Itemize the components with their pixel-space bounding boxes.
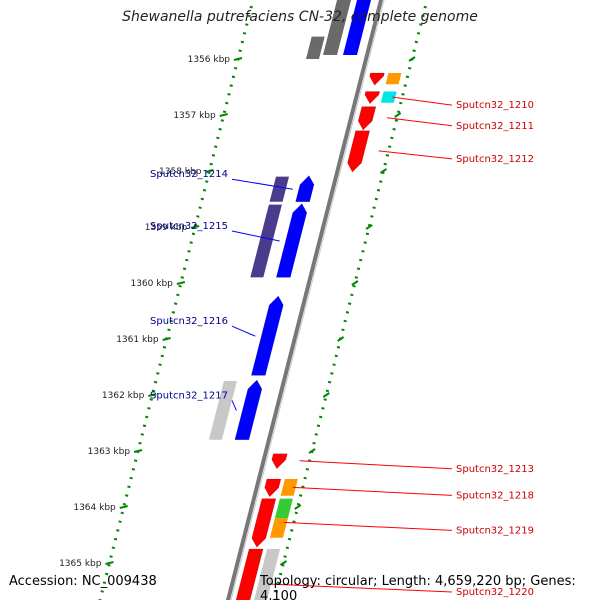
inner-feature-block (280, 479, 298, 496)
kbp-tick-right (394, 112, 402, 118)
gene-arrow (250, 295, 284, 376)
gene-label-connector (378, 150, 453, 160)
gene-arrow (275, 203, 308, 278)
kbp-tick-right (351, 280, 359, 286)
gene-label: Sputcn32_1210 (456, 100, 534, 111)
kbp-tick-label: 1365 kbp (59, 559, 102, 569)
accession-text: Accession: NC_009438 (9, 574, 157, 589)
kbp-tick (133, 449, 143, 453)
kbp-tick (190, 225, 200, 229)
kbp-tick-label: 1358 kbp (159, 167, 202, 177)
kbp-tick-label: 1356 kbp (188, 55, 231, 65)
gene-arrow (357, 106, 377, 131)
kbp-tick (233, 57, 243, 61)
inner-feature-block (208, 381, 237, 440)
gene-label: Sputcn32_1215 (150, 221, 228, 232)
gene-arrow (235, 548, 264, 600)
gene-label-connector (283, 521, 453, 531)
kbp-tick-right (279, 560, 288, 566)
gene-label: Sputcn32_1218 (456, 490, 534, 501)
backbone-highlight (230, 0, 385, 600)
kbp-tick-right (408, 56, 416, 62)
gc-guide-left (98, 0, 255, 600)
gene-label: Sputcn32_1214 (150, 169, 228, 180)
kbp-tick (205, 169, 214, 173)
gene-label-connector (231, 230, 280, 242)
inner-feature-block (306, 36, 325, 59)
kbp-tick (219, 113, 228, 117)
gene-label: Sputcn32_1216 (150, 316, 228, 327)
inner-feature-block (380, 91, 397, 103)
inner-feature-block (254, 549, 281, 600)
kbp-tick (176, 281, 186, 285)
inner-feature-block (269, 176, 289, 202)
kbp-tick-right (337, 336, 345, 342)
kbp-tick-right (308, 448, 316, 454)
gene-label-connector (299, 460, 453, 470)
kbp-tick-label: 1357 kbp (173, 111, 216, 121)
gene-label: Sputcn32_1211 (456, 121, 534, 132)
gene-label: Sputcn32_1217 (150, 390, 228, 401)
kbp-tick (119, 505, 129, 509)
inner-feature-block (269, 518, 288, 538)
map-title: Shewanella putrefaciens CN-32, complete … (122, 9, 478, 25)
gene-label-connector (231, 400, 237, 411)
kbp-tick-label: 1362 kbp (102, 391, 145, 401)
inner-feature-block (250, 204, 282, 278)
kbp-tick (105, 561, 114, 565)
gc-guide-right (272, 0, 429, 600)
backbone-line (225, 0, 384, 600)
gene-label: Sputcn32_1213 (456, 464, 534, 475)
kbp-tick (162, 337, 171, 341)
gene-label: Sputcn32_1220 (456, 587, 534, 598)
gene-label-connector (231, 178, 293, 190)
gene-arrow (295, 175, 315, 203)
inner-feature-block (323, 0, 352, 55)
gene-label-connector (392, 96, 453, 106)
gene-arrow (251, 498, 277, 548)
gene-arrow (343, 0, 372, 55)
inner-feature-block (274, 498, 293, 519)
kbp-tick-label: 1360 kbp (130, 279, 173, 289)
kbp-tick-right (379, 168, 387, 174)
gene-arrow (271, 453, 288, 470)
kbp-tick-right (294, 504, 302, 510)
gene-arrow (347, 130, 371, 173)
gene-label: Sputcn32_1219 (456, 525, 534, 536)
gene-arrow (234, 379, 263, 441)
kbp-tick-label: 1361 kbp (116, 335, 159, 345)
kbp-tick-label: 1363 kbp (88, 447, 131, 457)
kbp-tick-label: 1359 kbp (145, 223, 188, 233)
gene-arrow (369, 72, 385, 86)
inner-feature-block (385, 73, 402, 85)
gene-label-connector (386, 117, 453, 127)
gene-label: Sputcn32_1212 (456, 154, 534, 165)
kbp-tick-label: 1364 kbp (73, 503, 116, 513)
kbp-tick-right (365, 224, 373, 230)
gene-arrow (264, 478, 282, 498)
gene-label-connector (268, 583, 453, 593)
kbp-tick (148, 393, 157, 397)
kbp-tick-right (322, 392, 330, 398)
genome-summary-text: Topology: circular; Length: 4,659,220 bp… (260, 574, 576, 600)
gene-label-connector (231, 325, 256, 337)
gene-arrow (364, 91, 381, 105)
gene-label-connector (292, 486, 453, 496)
